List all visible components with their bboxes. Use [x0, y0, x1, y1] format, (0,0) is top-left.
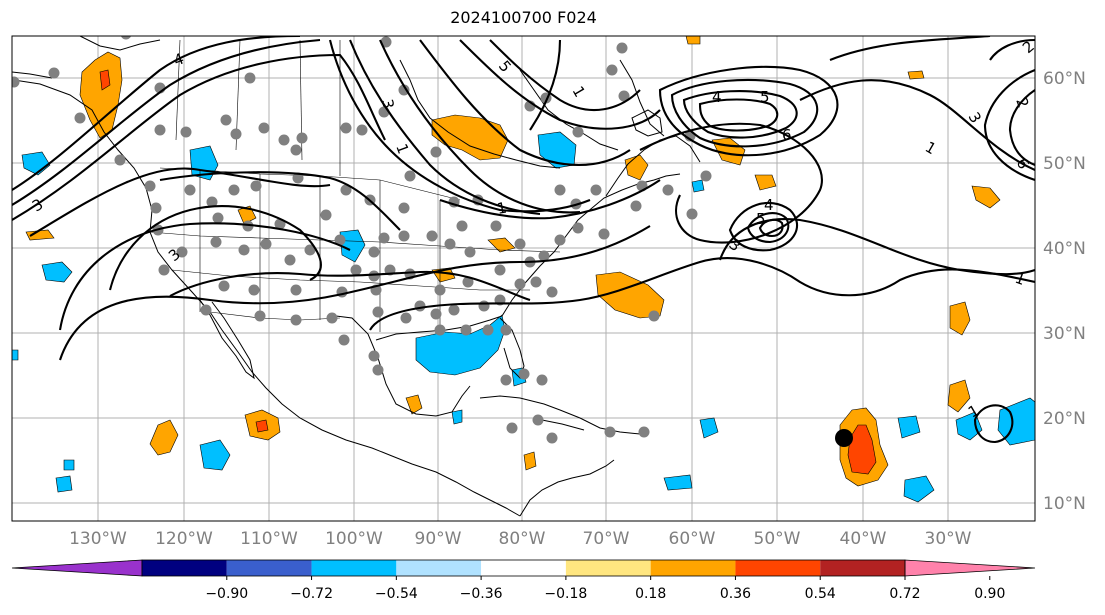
colorbar-tick-label: −0.54 [375, 586, 418, 602]
fill-orange-greenland [907, 70, 925, 80]
contour-label: 5 [760, 88, 770, 106]
fill-blue-carib1 [699, 417, 719, 439]
fill-orange-east3 [947, 379, 971, 413]
lon-label: 50°W [754, 529, 801, 549]
map-frame [11, 35, 1036, 522]
lat-label: 30°N [1043, 324, 1086, 344]
fill-blue-pacific4 [55, 475, 73, 493]
colorbar-tick-label: −0.18 [544, 586, 587, 602]
latitude-labels: 60°N 50°N 40°N 30°N 20°N 10°N [1043, 69, 1086, 514]
lon-label: 130°W [69, 529, 127, 549]
colorbar-tick-label: −0.36 [460, 586, 503, 602]
lon-label: 80°W [499, 529, 546, 549]
colorbar-segment [311, 560, 397, 576]
contour-label: 3 [378, 98, 397, 111]
fill-orange-east1 [971, 185, 1001, 209]
lon-label: 90°W [415, 529, 462, 549]
lon-label: 110°W [240, 529, 298, 549]
fill-orange-east2 [949, 301, 971, 336]
fill-red-storm [847, 424, 877, 475]
colorbar-tick-label: −0.72 [290, 586, 333, 602]
fill-orange-hudson [431, 114, 509, 161]
fill-orange-atlantic2 [754, 174, 777, 191]
colorbar-tick-label: 0.54 [805, 586, 836, 602]
fill-blue-pacific1 [41, 261, 73, 283]
colorbar-extend-low [11, 559, 143, 577]
colorbar-tick-label: −0.90 [205, 586, 248, 602]
colorbar-segment [650, 560, 736, 576]
lat-label: 50°N [1043, 154, 1086, 174]
contour-label: 1 [496, 199, 509, 218]
colorbar-tick-label: 0.72 [889, 586, 920, 602]
height-contours [12, 36, 1035, 444]
fill-orange-gulf2 [487, 237, 516, 253]
fill-blue-w2 [63, 459, 75, 471]
fill-red-pacific [255, 419, 269, 433]
colorbar-segment [735, 560, 821, 576]
lat-label: 40°N [1043, 239, 1086, 259]
contour-label: 6 [782, 126, 792, 144]
colorbar-segment [396, 560, 482, 576]
lat-label: 10°N [1043, 494, 1086, 514]
lat-label: 20°N [1043, 409, 1086, 429]
lat-label: 60°N [1043, 69, 1086, 89]
fill-blue-carib2 [663, 474, 693, 491]
colorbar-extend-high [904, 559, 1036, 577]
fill-blue-pacific3 [199, 439, 231, 471]
lon-label: 100°W [325, 529, 383, 549]
fill-orange-carib [523, 451, 537, 471]
fill-blue-east1 [897, 415, 921, 439]
fill-red-alaska [99, 69, 111, 91]
colorbar-segment [481, 560, 566, 576]
colorbar-tick-label: 0.18 [635, 586, 666, 602]
colorbar: −0.90 −0.72 −0.54 −0.36 −0.18 0.18 0.36 0.54 0.7… [11, 559, 1036, 602]
colorbar-tick-label: 0.90 [974, 586, 1005, 602]
map-title: 2024100700 F024 [450, 8, 597, 27]
fill-orange-atlantic1 [595, 271, 665, 319]
fill-blue-east2 [903, 475, 935, 503]
colorbar-segment [565, 560, 651, 576]
fill-blue-central [339, 229, 366, 263]
map-area: 1 1 1 1 2 3 3 3 3 4 4 5 5 6 6 3 5 4 1 2 … [12, 36, 1035, 521]
lon-label: 60°W [669, 529, 716, 549]
colorbar-segment [820, 560, 905, 576]
contour-label: 4 [764, 196, 774, 214]
lon-label: 120°W [155, 529, 213, 549]
fill-blue-w1 [12, 349, 19, 361]
fill-orange-pacific2 [149, 419, 179, 456]
lon-label: 70°W [583, 529, 630, 549]
fill-orange-mexico [405, 394, 423, 415]
storm-position-marker [835, 429, 853, 447]
contour-label: 5 [756, 210, 766, 228]
fill-blue-mexico [451, 409, 463, 425]
colorbar-segment [226, 560, 312, 576]
fill-blue-atlantic [691, 179, 705, 193]
colorbar-segment [142, 560, 227, 576]
lon-label: 40°W [840, 529, 887, 549]
longitude-labels: 130°W 120°W 110°W 100°W 90°W 80°W 70°W 6… [69, 529, 972, 549]
colorbar-tick-label: 0.36 [720, 586, 751, 602]
colorbar-outline [141, 559, 906, 577]
station-dots [12, 36, 712, 444]
lon-label: 30°W [925, 529, 972, 549]
fill-orange-north [685, 36, 701, 45]
contour-label: 4 [712, 88, 722, 106]
